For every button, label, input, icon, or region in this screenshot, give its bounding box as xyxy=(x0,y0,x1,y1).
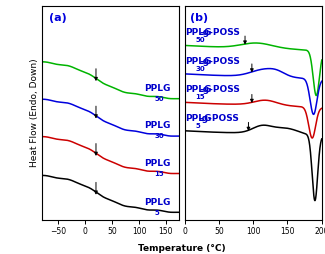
Text: 50: 50 xyxy=(195,37,205,43)
Text: Temperature (°C): Temperature (°C) xyxy=(138,244,226,253)
Text: -g-POSS: -g-POSS xyxy=(200,85,241,94)
Text: PPLG: PPLG xyxy=(186,85,212,94)
Text: 50: 50 xyxy=(154,96,164,102)
Text: PPLG: PPLG xyxy=(144,121,171,130)
Text: PPLG: PPLG xyxy=(144,159,171,168)
Text: 30: 30 xyxy=(195,66,205,72)
Text: PPLG: PPLG xyxy=(186,114,212,123)
Text: 5: 5 xyxy=(195,122,200,129)
Text: (b): (b) xyxy=(190,13,208,23)
Text: -g-POSS: -g-POSS xyxy=(199,114,239,123)
Text: PPLG: PPLG xyxy=(186,28,212,37)
Text: PPLG: PPLG xyxy=(144,84,171,93)
Text: -g-POSS: -g-POSS xyxy=(200,28,241,37)
Text: 30: 30 xyxy=(154,133,164,139)
Text: 15: 15 xyxy=(195,94,205,100)
Text: -g-POSS: -g-POSS xyxy=(200,57,241,66)
Y-axis label: Heat Flow (Endo, Down): Heat Flow (Endo, Down) xyxy=(31,59,39,167)
Text: PPLG: PPLG xyxy=(186,57,212,66)
Text: (a): (a) xyxy=(49,13,67,23)
Text: 15: 15 xyxy=(154,171,164,177)
Text: 5: 5 xyxy=(154,210,159,216)
Text: PPLG: PPLG xyxy=(144,198,171,207)
